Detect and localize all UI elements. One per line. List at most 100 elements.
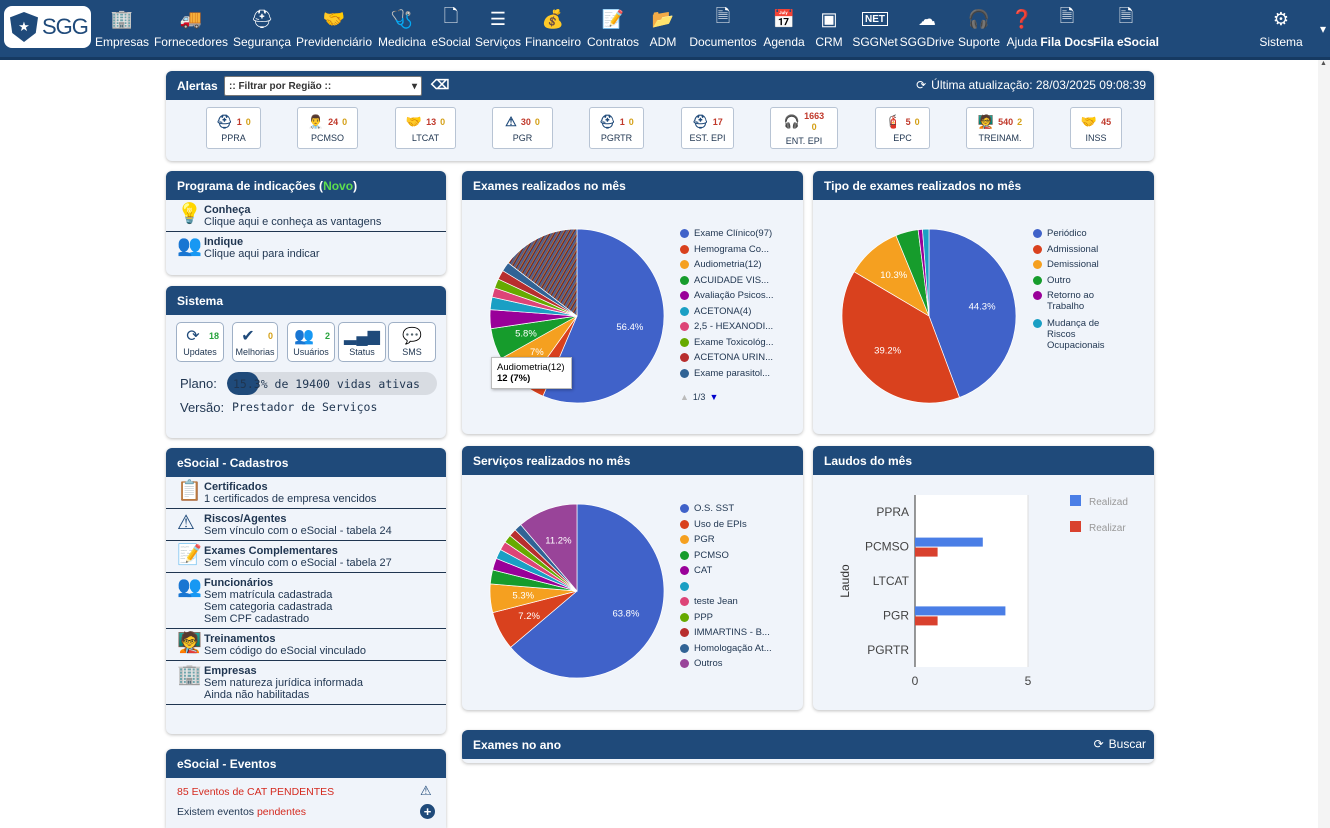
referral-indique[interactable]: 👥 Indique Clique aqui para indicar	[166, 232, 446, 263]
legend-item[interactable]: Exame Toxicológ...	[680, 337, 800, 353]
alert-pgr[interactable]: ⚠ 30 0 PGR	[492, 107, 553, 149]
system-melhorias-button[interactable]: ✔ 0 Melhorias	[232, 322, 278, 362]
legend-item[interactable]: ACETONA(4)	[680, 306, 800, 322]
bar[interactable]	[915, 606, 1006, 616]
cadastro-treinamentos[interactable]: 🧑‍🏫 Treinamentos Sem código do eSocial vin…	[166, 629, 446, 661]
bar[interactable]	[915, 616, 938, 626]
existem-eventos[interactable]: Existem eventos pendentes	[177, 806, 306, 818]
alert-est-epi[interactable]: ⛑ 17 EST. EPI	[681, 107, 734, 149]
nav-item-sistema[interactable]: ⚙ Sistema	[1241, 6, 1321, 52]
nav-item-serviços[interactable]: ☰ Serviços	[458, 6, 538, 52]
legend-item[interactable]: Audiometria(12)	[680, 259, 800, 275]
legend-item[interactable]: Mudança de Riscos Ocupacionais	[1033, 318, 1148, 358]
alert-ltcat[interactable]: 🤝 13 0 LTCAT	[395, 107, 456, 149]
alert-ent-epi[interactable]: 🎧 1663 0 ENT. EPI	[770, 107, 838, 149]
eraser-icon[interactable]: ⌫	[431, 77, 450, 92]
nav-item-sggdrive[interactable]: ☁ SGGDrive	[887, 6, 967, 52]
nav-item-adm[interactable]: 📂 ADM	[623, 6, 703, 52]
legend-item[interactable]: Periódico	[1033, 228, 1148, 244]
legend-item[interactable]: IMMARTINS - B...	[680, 627, 800, 643]
nav-item-sggnet[interactable]: NET SGGNet	[835, 6, 915, 52]
legend-item[interactable]: Outro	[1033, 275, 1148, 291]
page-scrollbar[interactable]: ▲	[1318, 60, 1330, 828]
nav-item-agenda[interactable]: 📅 Agenda	[744, 6, 824, 52]
nav-item-documentos[interactable]: 🗎 Documentos	[683, 6, 763, 52]
nav-item-contratos[interactable]: 📝 Contratos	[573, 6, 653, 52]
legend-item[interactable]: Hemograma Co...	[680, 244, 800, 260]
search-button[interactable]: ⟳ Buscar	[1094, 737, 1146, 751]
alert-counts: ⛑ 1 0	[216, 114, 251, 130]
alert-yellow-count: 0	[914, 116, 920, 127]
scroll-up-icon[interactable]: ▲	[1320, 60, 1327, 67]
refresh-icon: ⟳	[1093, 737, 1104, 751]
region-filter-select[interactable]: :: Filtrar por Região :: ▾	[224, 76, 422, 96]
pager-down-icon[interactable]: ▼	[709, 392, 719, 402]
alert-epc[interactable]: 🧯 5 0 EPC	[875, 107, 930, 149]
legend-item[interactable]	[680, 581, 800, 597]
nav-item-ajuda[interactable]: ❓ Ajuda	[982, 6, 1062, 52]
legend-item[interactable]: Uso de EPIs	[680, 519, 800, 535]
alert-pcmso[interactable]: 👨‍⚕ 24 0 PCMSO	[297, 107, 358, 149]
system-sms-button[interactable]: 💬 SMS	[388, 322, 436, 362]
legend-item[interactable]: PPP	[680, 612, 800, 628]
system-usuarios-button[interactable]: 👥 2 Usuários	[287, 322, 335, 362]
legend-item[interactable]: teste Jean	[680, 596, 800, 612]
legend-item[interactable]: PCMSO	[680, 550, 800, 566]
legend-item[interactable]: Demissional	[1033, 259, 1148, 275]
cat-pending-link[interactable]: 85 Eventos de CAT PENDENTES	[177, 786, 335, 798]
chevron-down-icon[interactable]: ▾	[1319, 22, 1326, 36]
alert-ppra[interactable]: ⛑ 1 0 PPRA	[206, 107, 261, 149]
nav-item-financeiro[interactable]: 💰 Financeiro	[513, 6, 593, 52]
pie-slice[interactable]	[510, 503, 665, 679]
alert-pgrtr[interactable]: ⛑ 1 0 PGRTR	[589, 107, 644, 149]
legend-item[interactable]: Exame Clínico(97)	[680, 228, 800, 244]
pie-slice[interactable]	[520, 503, 578, 592]
legend-item[interactable]: Retorno ao Trabalho	[1033, 290, 1148, 318]
pager-up-icon[interactable]: ▲	[680, 392, 689, 402]
alert-label: EST. EPI	[689, 132, 726, 143]
cadastro-exames-complementares[interactable]: 📝 Exames Complementares Sem vínculo com o …	[166, 541, 446, 573]
cadastro-certificados[interactable]: 📋 Certificados 1 certificados de empresa v…	[166, 477, 446, 509]
legend-item[interactable]: O.S. SST	[680, 503, 800, 519]
system-status-button[interactable]: ▂▄▆ Status	[338, 322, 386, 362]
nav-item-medicina[interactable]: 🩺 Medicina	[362, 6, 442, 52]
plus-circle-icon[interactable]: +	[420, 804, 435, 819]
cadastro-funcionários[interactable]: 👥 Funcionários Sem matrícula cadastrada Sem…	[166, 573, 446, 629]
bar[interactable]	[915, 547, 938, 557]
pie-slice[interactable]	[542, 228, 665, 404]
nav-item-fornecedores[interactable]: 🚚 Fornecedores	[151, 6, 231, 52]
nav-item-suporte[interactable]: 🎧 Suporte	[939, 6, 1019, 52]
system-updates-button[interactable]: ⟳ 18 Updates	[176, 322, 224, 362]
nav-item-fila-docs[interactable]: 🗎 Fila Docs	[1027, 6, 1107, 52]
legend-item[interactable]: CAT	[680, 565, 800, 581]
refresh-icon[interactable]: ⟳	[916, 78, 927, 92]
pie-slice[interactable]	[507, 228, 578, 317]
nav-item-crm[interactable]: ▣ CRM	[789, 6, 869, 52]
legend-item[interactable]: Outros	[680, 658, 800, 674]
nav-item-previdenciário[interactable]: 🤝 Previdenciário	[294, 6, 374, 52]
app-logo[interactable]: ★ SGG	[4, 6, 91, 48]
pie-slice[interactable]	[928, 228, 1017, 398]
pie-slice[interactable]	[841, 271, 960, 404]
legend-swatch	[680, 597, 689, 606]
nav-item-segurança[interactable]: ⛑ Segurança	[222, 6, 302, 52]
alert-inss[interactable]: 🤝 45 INSS	[1070, 107, 1122, 149]
legend-item[interactable]: ACETONA URIN...	[680, 352, 800, 368]
referral-conheça[interactable]: 💡 Conheça Clique aqui e conheça as vantage…	[166, 200, 446, 232]
pie-slice[interactable]	[922, 228, 930, 317]
legend-item[interactable]: PGR	[680, 534, 800, 550]
legend-item[interactable]: ACUIDADE VIS...	[680, 275, 800, 291]
legend-item[interactable]: Exame parasitol...	[680, 368, 800, 384]
nav-item-empresas[interactable]: 🏢 Empresas	[82, 6, 162, 52]
nav-item-fila-esocial[interactable]: 🗎 Fila eSocial	[1086, 6, 1166, 52]
legend-item[interactable]: Admissional	[1033, 244, 1148, 260]
legend-item[interactable]: 2,5 - HEXANODI...	[680, 321, 800, 337]
cadastro-empresas[interactable]: 🏢 Empresas Sem natureza jurídica informada…	[166, 661, 446, 705]
alert-treinam-[interactable]: 🧑‍🏫 540 2 TREINAM.	[966, 107, 1034, 149]
legend-swatch	[680, 581, 689, 591]
legend-item[interactable]: Avaliação Psicos...	[680, 290, 800, 306]
nav-item-esocial[interactable]: 🗋 eSocial	[411, 6, 491, 52]
cadastro-riscos-agentes[interactable]: ⚠ Riscos/Agentes Sem vínculo com o eSocial…	[166, 509, 446, 541]
legend-item[interactable]: Homologação At...	[680, 643, 800, 659]
bar[interactable]	[915, 537, 983, 547]
